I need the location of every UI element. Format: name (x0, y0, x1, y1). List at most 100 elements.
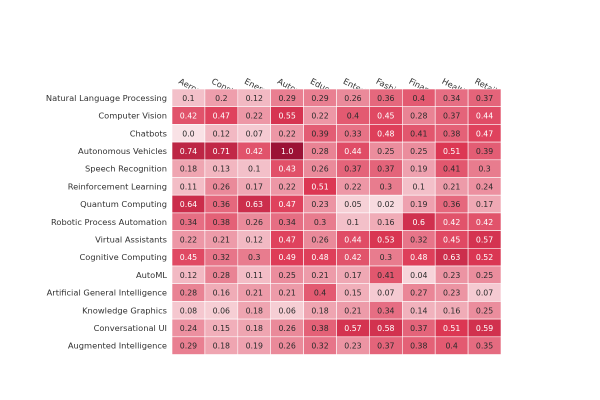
row-label: AutoML (136, 270, 167, 280)
cell-value-label: 0.1 (182, 94, 194, 103)
cell-value-label: 0.12 (213, 129, 230, 138)
row-label: Autonomous Vehicles (78, 146, 167, 156)
cell-value-label: 0.35 (476, 342, 493, 351)
cell-value-label: 0.18 (213, 342, 230, 351)
cell-value-label: 0.27 (410, 289, 427, 298)
row-label: Natural Language Processing (46, 93, 167, 103)
cell-value-label: 0.25 (410, 147, 427, 156)
cell-value-label: 0.2 (215, 94, 227, 103)
cell-value-label: 0.04 (410, 271, 427, 280)
cell-value-label: 0.13 (213, 165, 230, 174)
cell-value-label: 0.42 (180, 112, 197, 121)
cell-value-label: 0.37 (476, 94, 493, 103)
cell-value-label: 0.0 (182, 129, 194, 138)
cell-value-label: 0.22 (278, 129, 295, 138)
cell-value-label: 0.48 (311, 253, 328, 262)
cell-value-label: 0.55 (278, 112, 295, 121)
cell-value-label: 0.38 (213, 218, 230, 227)
cell-value-label: 0.47 (278, 235, 295, 244)
cell-value-label: 0.47 (278, 200, 295, 209)
cell-value-label: 0.71 (213, 147, 230, 156)
cell-value-label: 0.16 (443, 306, 460, 315)
cell-value-label: 0.52 (476, 253, 493, 262)
cell-value-label: 0.48 (377, 129, 394, 138)
cell-value-label: 0.12 (246, 94, 263, 103)
cell-value-label: 0.28 (410, 112, 427, 121)
cell-value-label: 0.36 (443, 200, 460, 209)
cell-value-label: 0.21 (278, 289, 295, 298)
cell-value-label: 0.51 (443, 324, 460, 333)
cell-value-label: 0.12 (180, 271, 197, 280)
cell-value-label: 0.42 (344, 253, 361, 262)
row-label: Chatbots (130, 128, 167, 138)
cell-value-label: 0.26 (311, 165, 328, 174)
cell-value-label: 0.34 (180, 218, 197, 227)
cell-value-label: 0.16 (213, 289, 230, 298)
cell-value-label: 0.53 (377, 235, 394, 244)
cell-value-label: 0.21 (344, 306, 361, 315)
cell-value-label: 0.18 (180, 165, 197, 174)
cell-value-label: 0.36 (213, 200, 230, 209)
cell-value-label: 0.57 (344, 324, 361, 333)
row-label: Reinforcement Learning (68, 181, 167, 191)
cell-value-label: 0.63 (443, 253, 460, 262)
cell-value-label: 0.07 (377, 289, 394, 298)
cell-value-label: 0.44 (476, 112, 493, 121)
cell-value-label: 0.34 (443, 94, 460, 103)
cell-value-label: 0.26 (213, 182, 230, 191)
cell-value-label: 0.21 (213, 235, 230, 244)
cell-value-label: 0.47 (213, 112, 230, 121)
cell-value-label: 0.23 (344, 342, 361, 351)
cell-value-label: 0.06 (213, 306, 230, 315)
cell-value-label: 0.32 (311, 342, 328, 351)
cell-value-label: 0.38 (443, 129, 460, 138)
cell-value-label: 0.28 (180, 289, 197, 298)
cell-value-label: 0.45 (377, 112, 394, 121)
cell-value-label: 0.38 (311, 324, 328, 333)
cell-value-label: 0.34 (278, 218, 295, 227)
cell-value-label: 0.05 (344, 200, 361, 209)
cell-value-label: 0.42 (246, 147, 263, 156)
cell-value-label: 0.44 (344, 235, 361, 244)
cell-value-label: 0.26 (246, 218, 263, 227)
cell-value-label: 0.57 (476, 235, 493, 244)
cell-value-label: 0.25 (476, 306, 493, 315)
cell-value-label: 0.21 (311, 271, 328, 280)
cell-value-label: 0.29 (278, 94, 295, 103)
cell-value-label: 0.19 (246, 342, 263, 351)
cell-value-label: 0.17 (246, 182, 263, 191)
cell-value-label: 0.18 (246, 324, 263, 333)
cell-value-label: 0.3 (380, 182, 392, 191)
cell-value-label: 0.41 (410, 129, 427, 138)
cell-value-label: 0.16 (377, 218, 394, 227)
cell-value-label: 0.24 (476, 182, 493, 191)
cell-value-label: 0.23 (311, 200, 328, 209)
cell-value-label: 0.22 (180, 235, 197, 244)
cell-value-label: 0.3 (478, 165, 490, 174)
cell-value-label: 0.37 (410, 324, 427, 333)
cell-value-label: 0.42 (443, 218, 460, 227)
cell-value-label: 0.48 (410, 253, 427, 262)
cell-value-label: 0.23 (443, 289, 460, 298)
cell-value-label: 0.42 (476, 218, 493, 227)
cell-value-label: 0.25 (476, 271, 493, 280)
cell-value-label: 0.4 (413, 94, 425, 103)
cell-value-label: 0.58 (377, 324, 394, 333)
cell-value-label: 0.17 (344, 271, 361, 280)
cell-value-label: 0.06 (278, 306, 295, 315)
cell-value-label: 0.64 (180, 200, 197, 209)
cell-value-label: 0.12 (246, 235, 263, 244)
cell-value-label: 0.51 (443, 147, 460, 156)
cell-value-label: 0.3 (380, 253, 392, 262)
cell-value-label: 0.3 (248, 253, 260, 262)
cell-value-label: 0.37 (443, 112, 460, 121)
cell-value-label: 0.29 (311, 94, 328, 103)
cell-value-label: 0.39 (476, 147, 493, 156)
cell-value-label: 0.08 (180, 306, 197, 315)
cell-value-label: 0.33 (344, 129, 361, 138)
cell-value-label: 0.18 (246, 306, 263, 315)
cell-value-label: 0.21 (246, 289, 263, 298)
row-label: Knowledge Graphics (82, 305, 167, 315)
cell-value-label: 0.32 (410, 235, 427, 244)
row-label: Artificial General Intelligence (47, 288, 167, 298)
